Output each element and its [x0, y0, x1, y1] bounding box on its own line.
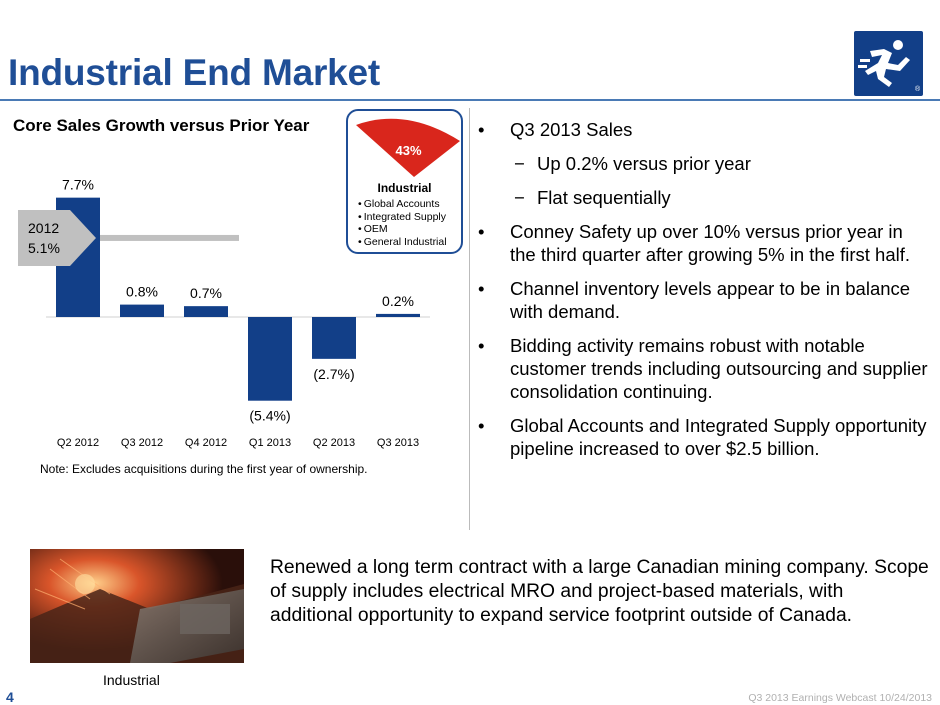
x-tick-label: Q1 2013 — [249, 437, 291, 449]
bullet-item: • Conney Safety up over 10% versus prior … — [478, 220, 928, 266]
footer-text: Q3 2013 Earnings Webcast 10/24/2013 — [748, 692, 932, 704]
bullet-item: • Bidding activity remains robust with no… — [478, 334, 928, 403]
title-divider — [0, 99, 940, 101]
industrial-photo — [30, 549, 244, 663]
bullet-text: Q3 2013 Sales — [510, 119, 633, 140]
reference-label-box — [18, 209, 96, 266]
bar — [120, 304, 164, 317]
core-sales-bar-chart: 7.7% 0.8% 0.7% (5.4%) (2.7%) 0.2% 2012 5.1% Q2 … — [18, 177, 430, 449]
industrial-photo-image — [30, 549, 244, 663]
x-tick-label: Q2 2013 — [313, 437, 355, 449]
photo-caption: Industrial — [103, 672, 160, 688]
x-tick-label: Q4 2012 — [185, 437, 227, 449]
dash-marker: − — [514, 153, 525, 174]
column-divider — [469, 108, 470, 530]
registered-mark: ® — [915, 85, 921, 93]
bar — [184, 306, 228, 317]
segment-label: Industrial — [377, 181, 432, 195]
bullet-marker: • — [478, 335, 485, 356]
chart-note: Note: Excludes acquisitions during the f… — [40, 462, 368, 476]
segment-list: Global Accounts Integrated Supply OEM Ge… — [358, 198, 447, 248]
segment-pie-wedge — [356, 118, 460, 177]
bullet-marker: • — [478, 278, 485, 299]
bar-value-label: 0.7% — [190, 285, 222, 301]
sub-bullet-item: − Up 0.2% versus prior year — [478, 152, 928, 175]
segment-list-item: Integrated Supply — [358, 211, 447, 224]
reference-line — [58, 234, 239, 241]
bar — [312, 317, 356, 359]
bullet-text: Conney Safety up over 10% versus prior y… — [510, 221, 911, 265]
page-number: 4 — [6, 689, 14, 705]
bar-value-label: 0.2% — [382, 293, 414, 309]
bar-value-label: (2.7%) — [313, 366, 354, 382]
bar — [376, 313, 420, 317]
reference-label-year: 2012 — [28, 220, 59, 236]
segment-list-item: Global Accounts — [358, 198, 447, 211]
page-title: Industrial End Market — [8, 52, 381, 93]
bar-value-label: 0.8% — [126, 284, 158, 300]
callout-text: Renewed a long term contract with a larg… — [270, 557, 929, 626]
segment-list-item: General Industrial — [358, 236, 447, 249]
bullet-text: Channel inventory levels appear to be in… — [510, 278, 911, 322]
bullet-item: • Q3 2013 Sales — [478, 118, 928, 141]
bar-value-label: (5.4%) — [249, 408, 290, 424]
bullet-item: • Channel inventory levels appear to be i… — [478, 277, 928, 323]
reference-label-value: 5.1% — [28, 240, 60, 256]
bullet-marker: • — [478, 415, 485, 436]
bullet-text: Global Accounts and Integrated Supply op… — [510, 415, 927, 459]
x-tick-label: Q3 2012 — [121, 437, 163, 449]
bullet-marker: • — [478, 119, 485, 140]
segment-percent: 43% — [395, 143, 422, 158]
x-tick-label: Q3 2013 — [377, 437, 419, 449]
bullet-list: • Q3 2013 Sales − Up 0.2% versus prior year… — [478, 118, 928, 471]
segment-inset: 43% Industrial Global Accounts Integrate… — [346, 109, 463, 254]
sub-bullet-item: − Flat sequentially — [478, 186, 928, 209]
company-logo: ® — [854, 31, 923, 96]
bullet-marker: • — [478, 221, 485, 242]
bar — [248, 317, 292, 401]
bullet-text: Flat sequentially — [537, 187, 671, 208]
dash-marker: − — [514, 187, 525, 208]
bar-value-label: 7.7% — [62, 177, 94, 193]
bullet-text: Bidding activity remains robust with not… — [510, 335, 928, 402]
segment-list-item: OEM — [358, 223, 447, 236]
running-man-logo-icon: ® — [858, 40, 921, 93]
bullet-text: Up 0.2% versus prior year — [537, 153, 751, 174]
x-tick-label: Q2 2012 — [57, 437, 99, 449]
chart-title: Core Sales Growth versus Prior Year — [13, 116, 310, 135]
bullet-item: • Global Accounts and Integrated Supply o… — [478, 414, 928, 460]
